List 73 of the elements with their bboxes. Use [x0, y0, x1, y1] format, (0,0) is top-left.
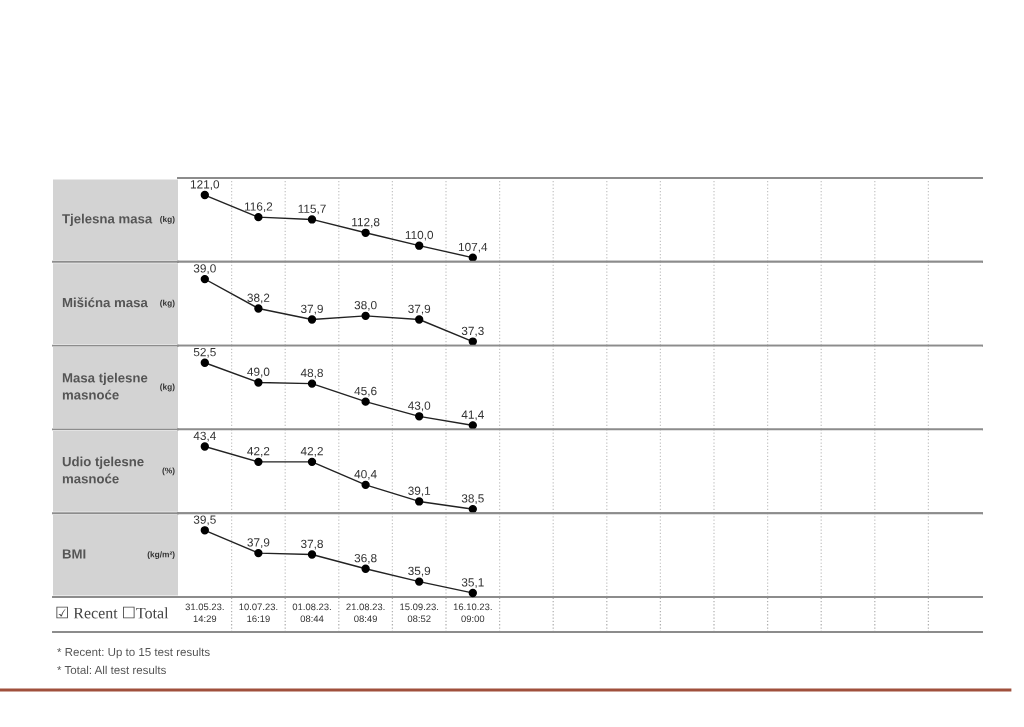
text: ☑ Recent ☐Total [56, 606, 169, 619]
point [307, 315, 317, 324]
point [415, 577, 424, 586]
point [361, 564, 370, 573]
text: Udio tjelesne masnoće (%) [62, 456, 175, 484]
y-axis-title: Tjelesna masa (kg) [62, 213, 175, 227]
point [468, 504, 477, 514]
point [307, 215, 317, 224]
data-label: 42,2 [300, 446, 323, 457]
point [468, 588, 477, 598]
data-label: 38,2 [247, 293, 270, 304]
data-label: 39,1 [408, 486, 431, 497]
data-label: 49,0 [247, 367, 270, 378]
data-label: 41,4 [461, 410, 484, 421]
data-label: 38,0 [354, 300, 377, 311]
data-label: 48,8 [300, 368, 323, 379]
point [307, 550, 317, 559]
text: Masa tjelesne masnoće (kg) [62, 372, 175, 400]
data-label: 36,8 [354, 553, 377, 564]
point [415, 412, 424, 421]
point [254, 457, 263, 467]
data-label: 121,0 [190, 180, 220, 190]
x-tick-label: 15.09.23. 08:52 [400, 603, 439, 623]
point [200, 274, 209, 284]
point [361, 397, 370, 406]
point [415, 315, 424, 324]
data-label: 116,2 [244, 202, 273, 213]
data-label: 35,1 [461, 578, 484, 588]
point [254, 304, 263, 313]
point [254, 548, 263, 558]
data-label: 38,5 [461, 494, 484, 505]
point [415, 241, 424, 250]
data-label: 43,0 [407, 401, 431, 412]
x-tick-label: 10.07.23. 16:19 [239, 603, 278, 623]
point [254, 212, 263, 222]
point [361, 311, 370, 320]
y-axis-title: Mišićna masa (kg) [62, 297, 175, 308]
text: * Total: All test results [57, 665, 166, 675]
data-label: 107,4 [458, 242, 488, 253]
data-label: 37,8 [300, 539, 323, 550]
data-label: 37,3 [461, 326, 484, 337]
data-label: 39,5 [193, 515, 216, 526]
point [307, 457, 317, 467]
point [361, 480, 370, 490]
data-label: 110,0 [405, 230, 434, 241]
data-label: 39,0 [193, 264, 216, 274]
data-label: 115,7 [298, 204, 326, 215]
point [468, 337, 477, 346]
text: BMI (kg/m²) [62, 549, 175, 559]
point [415, 497, 424, 506]
x-tick-label: 16.10.23. 09:00 [453, 603, 492, 623]
data-label: 112,8 [352, 217, 380, 228]
point [200, 526, 209, 535]
data-label: 40,4 [354, 469, 377, 480]
data-label: 37,9 [408, 304, 431, 315]
data-label: 37,9 [247, 538, 270, 548]
data-label: 45,6 [354, 386, 377, 397]
x-tick-label: 31.05.23. 14:29 [185, 603, 224, 623]
point [200, 358, 209, 367]
point [468, 253, 477, 262]
data-label: 42,2 [247, 446, 270, 457]
point [200, 190, 209, 200]
data-label: 52,5 [193, 347, 216, 358]
point [254, 378, 263, 387]
point [307, 379, 317, 388]
data-label: 43,4 [193, 431, 216, 442]
data-label: 35,9 [408, 566, 431, 577]
data-label: 37,9 [300, 304, 323, 315]
point [361, 228, 370, 237]
text: * Recent: Up to 15 test results [57, 647, 210, 659]
point [200, 442, 209, 451]
x-tick-label: 01.08.23. 08:44 [292, 603, 331, 623]
x-tick-label: 21.08.23. 08:49 [346, 603, 385, 623]
